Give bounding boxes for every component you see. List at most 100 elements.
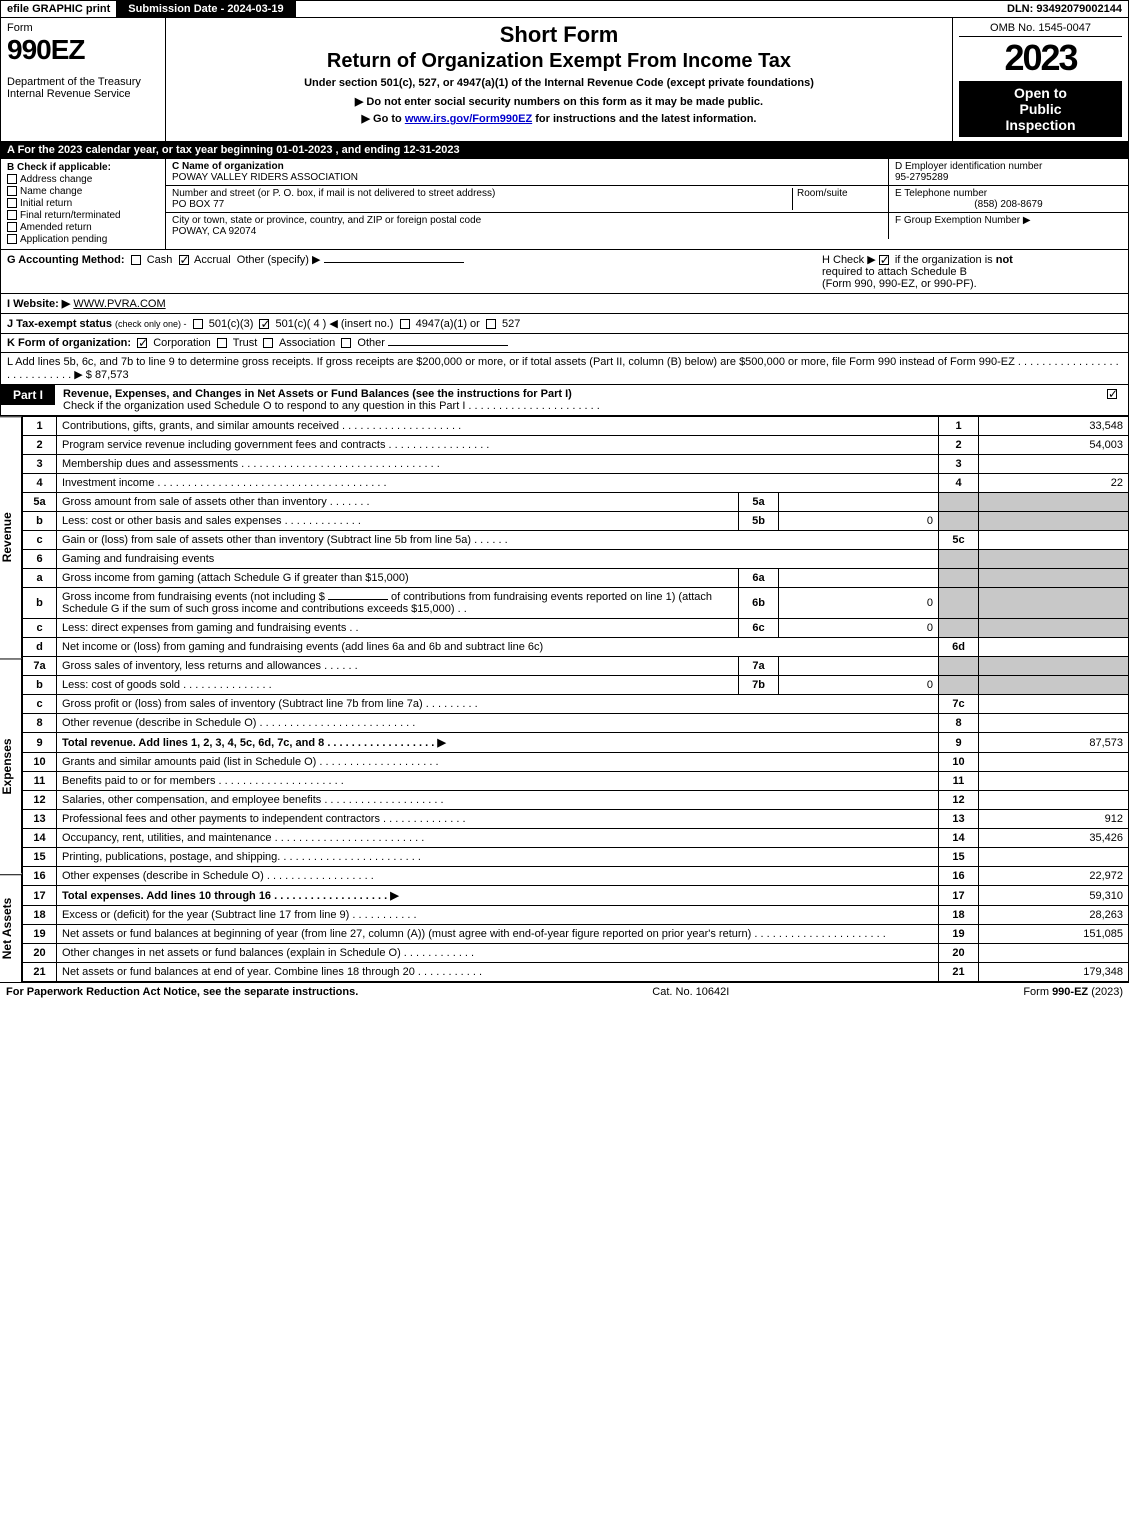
top-bar: efile GRAPHIC print Submission Date - 20…	[0, 0, 1129, 18]
line-21: 21Net assets or fund balances at end of …	[23, 963, 1129, 982]
side-expenses: Expenses	[0, 658, 22, 873]
col-b: B Check if applicable: Address change Na…	[1, 159, 166, 249]
chk-application-pending[interactable]: Application pending	[7, 234, 159, 245]
side-revenue: Revenue	[0, 416, 22, 658]
line-2: 2Program service revenue including gover…	[23, 436, 1129, 455]
chk-501c3[interactable]	[193, 319, 203, 329]
dln: DLN: 93492079002144	[1001, 1, 1128, 17]
open-inspection-box: Open to Public Inspection	[959, 81, 1122, 137]
chk-name-change[interactable]: Name change	[7, 186, 159, 197]
c-addr: Number and street (or P. O. box, if mail…	[166, 186, 888, 212]
line-6a: aGross income from gaming (attach Schedu…	[23, 569, 1129, 588]
footer-right: Form 990-EZ (2023)	[1023, 986, 1123, 998]
dept-label: Department of the Treasury	[7, 76, 159, 88]
irs-label: Internal Revenue Service	[7, 88, 159, 100]
line-6d: dNet income or (loss) from gaming and fu…	[23, 638, 1129, 657]
j-sub: (check only one) -	[115, 319, 187, 329]
h-not: not	[996, 254, 1013, 266]
phone-value: (858) 208-8679	[895, 199, 1122, 210]
efile-label: efile GRAPHIC print	[1, 1, 118, 17]
title-short-form: Short Form	[172, 22, 946, 48]
form-header: Form 990EZ Department of the Treasury In…	[0, 18, 1129, 142]
org-city: POWAY, CA 92074	[172, 226, 256, 237]
chk-cash[interactable]	[131, 255, 141, 265]
i-lbl: I Website: ▶	[7, 298, 70, 310]
row-j-status: J Tax-exempt status (check only one) - 5…	[0, 314, 1129, 334]
e-phone: E Telephone number (858) 208-8679	[888, 186, 1128, 212]
page-footer: For Paperwork Reduction Act Notice, see …	[0, 982, 1129, 1001]
line-15: 15Printing, publications, postage, and s…	[23, 848, 1129, 867]
line-3: 3Membership dues and assessments . . . .…	[23, 455, 1129, 474]
c-name-lbl: C Name of organization	[172, 161, 284, 172]
l-text: L Add lines 5b, 6c, and 7b to line 9 to …	[7, 356, 1119, 381]
form-label: Form	[7, 22, 159, 34]
open2: Public	[961, 101, 1120, 117]
row-k-org-form: K Form of organization: Corporation Trus…	[0, 334, 1129, 353]
f-lbl: F Group Exemption Number ▶	[895, 215, 1031, 226]
line-7a: 7aGross sales of inventory, less returns…	[23, 657, 1129, 676]
website-value: WWW.PVRA.COM	[73, 298, 165, 310]
g-lbl: G Accounting Method:	[7, 254, 125, 266]
chk-final-return[interactable]: Final return/terminated	[7, 210, 159, 221]
header-right: OMB No. 1545-0047 2023 Open to Public In…	[953, 18, 1128, 141]
chk-527[interactable]	[486, 319, 496, 329]
chk-association[interactable]	[263, 338, 273, 348]
section-bcdef: B Check if applicable: Address change Na…	[0, 159, 1129, 250]
line-10: 10Grants and similar amounts paid (list …	[23, 753, 1129, 772]
tax-year: 2023	[959, 37, 1122, 79]
footer-mid: Cat. No. 10642I	[652, 986, 729, 998]
line-7b: bLess: cost of goods sold . . . . . . . …	[23, 676, 1129, 695]
f-group: F Group Exemption Number ▶	[888, 213, 1128, 239]
line-16: 16Other expenses (describe in Schedule O…	[23, 867, 1129, 886]
line-8: 8Other revenue (describe in Schedule O) …	[23, 714, 1129, 733]
submission-date: Submission Date - 2024-03-19	[118, 1, 295, 17]
sub3-post: for instructions and the latest informat…	[532, 113, 756, 125]
h-txt3: required to attach Schedule B	[822, 266, 967, 278]
part1-body: Revenue Expenses Net Assets 1Contributio…	[0, 416, 1129, 982]
chk-501c[interactable]	[259, 319, 269, 329]
line-6: 6Gaming and fundraising events	[23, 550, 1129, 569]
j-lbl: J Tax-exempt status	[7, 318, 112, 330]
l-value: 87,573	[95, 369, 129, 381]
chk-initial-return[interactable]: Initial return	[7, 198, 159, 209]
line-5c: cGain or (loss) from sale of assets othe…	[23, 531, 1129, 550]
row-gh: G Accounting Method: Cash Accrual Other …	[0, 250, 1129, 294]
part1-table: 1Contributions, gifts, grants, and simil…	[22, 416, 1129, 982]
line-6c: cLess: direct expenses from gaming and f…	[23, 619, 1129, 638]
chk-4947[interactable]	[400, 319, 410, 329]
chk-accrual[interactable]	[179, 255, 189, 265]
col-cdef: C Name of organization POWAY VALLEY RIDE…	[166, 159, 1128, 249]
subtitle-ssn: ▶ Do not enter social security numbers o…	[172, 95, 946, 108]
line-11: 11Benefits paid to or for members . . . …	[23, 772, 1129, 791]
chk-schedule-b[interactable]	[879, 255, 889, 265]
chk-address-change[interactable]: Address change	[7, 174, 159, 185]
h-txt4: (Form 990, 990-EZ, or 990-PF).	[822, 278, 977, 290]
irs-link[interactable]: www.irs.gov/Form990EZ	[405, 113, 532, 125]
c-name: C Name of organization POWAY VALLEY RIDE…	[166, 159, 888, 185]
chk-amended-return[interactable]: Amended return	[7, 222, 159, 233]
line-18: 18Excess or (deficit) for the year (Subt…	[23, 906, 1129, 925]
line-17: 17Total expenses. Add lines 10 through 1…	[23, 886, 1129, 906]
chk-trust[interactable]	[217, 338, 227, 348]
line-9: 9Total revenue. Add lines 1, 2, 3, 4, 5c…	[23, 733, 1129, 753]
k-lbl: K Form of organization:	[7, 337, 131, 349]
part1-check-text: Check if the organization used Schedule …	[63, 400, 600, 412]
line-1: 1Contributions, gifts, grants, and simil…	[23, 417, 1129, 436]
c-addr-lbl: Number and street (or P. O. box, if mail…	[172, 188, 495, 199]
chk-schedule-o[interactable]	[1107, 389, 1117, 399]
h-txt1: H Check ▶	[822, 254, 876, 266]
line-7c: cGross profit or (loss) from sales of in…	[23, 695, 1129, 714]
omb-number: OMB No. 1545-0047	[959, 22, 1122, 37]
c-city: City or town, state or province, country…	[166, 213, 888, 239]
sub3-pre: ▶ Go to	[362, 113, 405, 125]
d-lbl: D Employer identification number	[895, 161, 1042, 172]
ein-value: 95-2795289	[895, 172, 948, 183]
b-label: B Check if applicable:	[7, 162, 159, 173]
line-4: 4Investment income . . . . . . . . . . .…	[23, 474, 1129, 493]
footer-left: For Paperwork Reduction Act Notice, see …	[6, 986, 358, 998]
chk-corporation[interactable]	[137, 338, 147, 348]
g-accounting: G Accounting Method: Cash Accrual Other …	[7, 253, 822, 290]
chk-other[interactable]	[341, 338, 351, 348]
h-txt2: if the organization is	[895, 254, 996, 266]
row-i-website: I Website: ▶ WWW.PVRA.COM	[0, 294, 1129, 314]
